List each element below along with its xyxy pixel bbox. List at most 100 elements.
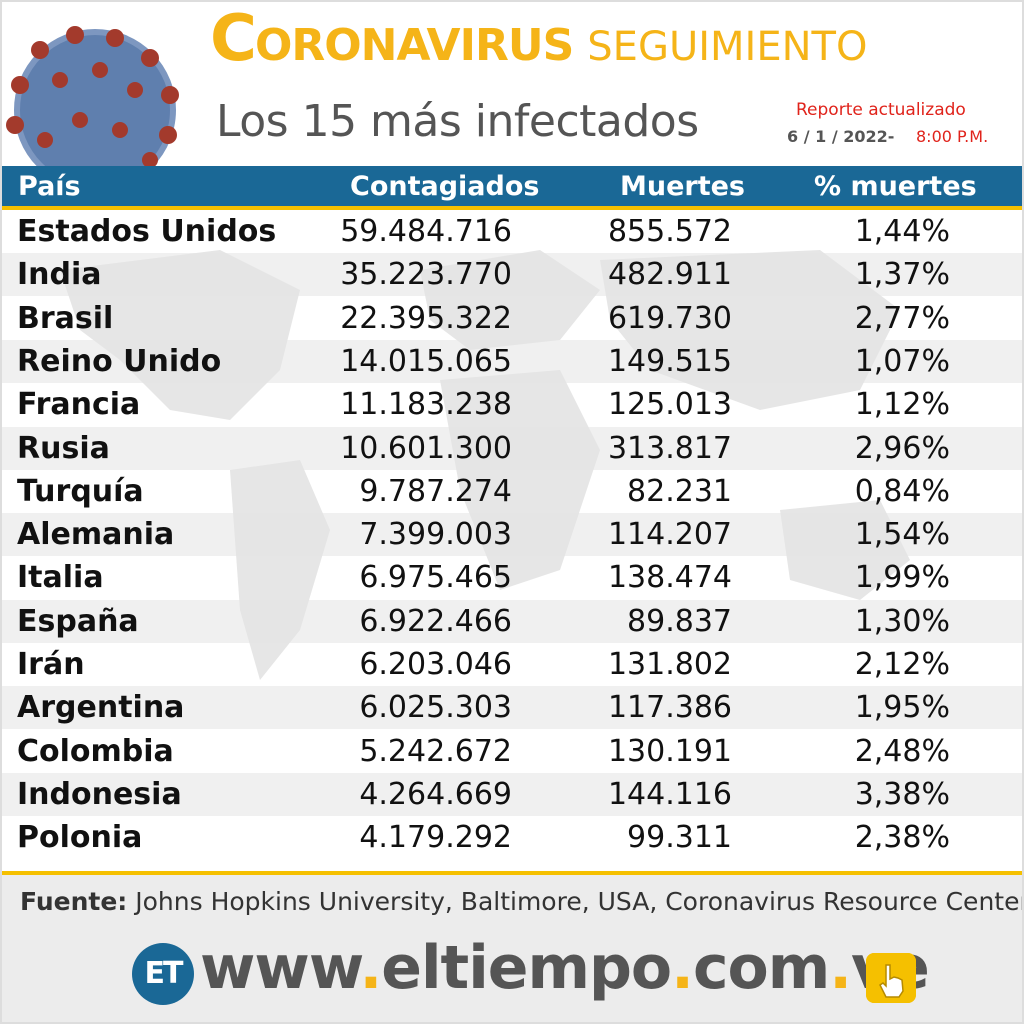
site-domain: eltiempo (381, 933, 672, 1003)
cell-cases: 22.395.322 (340, 300, 512, 336)
table-row: Estados Unidos 59.484.716 855.572 1,44% (0, 210, 1024, 253)
cell-death-rate: 2,38% (854, 820, 950, 856)
report-label: Reporte actualizado (796, 100, 966, 120)
table-row: España 6.922.466 89.837 1,30% (0, 599, 1024, 643)
cell-cases: 35.223.770 (340, 257, 512, 293)
cell-cases: 14.015.065 (340, 343, 512, 379)
eltiempo-logo: ET (132, 943, 194, 1005)
source-label: Fuente: (20, 887, 128, 916)
cell-cases: 10.601.300 (340, 430, 512, 466)
site-dot: . (671, 933, 694, 1003)
table-row: Turquía 9.787.274 82.231 0,84% (0, 470, 1024, 513)
cell-cases: 6.203.046 (359, 647, 512, 682)
cell-deaths: 619.730 (607, 300, 732, 336)
cell-death-rate: 1,54% (854, 517, 950, 553)
cell-death-rate: 2,77% (854, 300, 950, 336)
site-dot: . (829, 933, 852, 1003)
cell-cases: 5.242.672 (359, 733, 512, 769)
cell-deaths: 313.817 (607, 430, 732, 466)
cell-deaths: 855.572 (607, 214, 732, 249)
pointer-hand-icon (866, 953, 916, 1003)
cell-death-rate: 1,37% (854, 257, 950, 293)
cell-country: Estados Unidos (17, 214, 277, 249)
source-note: Fuente: Johns Hopkins University, Baltim… (20, 887, 1024, 916)
cell-deaths: 149.515 (607, 343, 732, 379)
table-row: Brasil 22.395.322 619.730 2,77% (0, 297, 1024, 340)
cell-deaths: 131.802 (607, 647, 732, 682)
cell-deaths: 82.231 (627, 473, 732, 509)
cell-death-rate: 2,96% (854, 430, 950, 466)
cell-cases: 6.025.303 (359, 690, 512, 726)
cell-death-rate: 2,12% (854, 647, 950, 682)
cell-country: Indonesia (17, 776, 182, 812)
table-row: Argentina 6.025.303 117.386 1,95% (0, 686, 1024, 730)
cell-country: Polonia (17, 820, 143, 856)
table-row: Polonia 4.179.292 99.311 2,38% (0, 816, 1024, 859)
coronavirus-icon (6, 26, 179, 170)
table-row: Indonesia 4.264.669 144.116 3,38% (0, 772, 1024, 816)
page-title: CORONAVIRUS SEGUIMIENTO (210, 2, 867, 76)
cell-death-rate: 2,48% (854, 733, 950, 769)
title-rest: ORONAVIRUS (254, 20, 574, 71)
cell-death-rate: 1,30% (854, 603, 950, 639)
column-header-death-rate: % muertes (814, 171, 977, 202)
column-header-deaths: Muertes (620, 171, 746, 202)
cell-country: Francia (17, 387, 141, 423)
table-row: Colombia 5.242.672 130.191 2,48% (0, 730, 1024, 773)
column-header-cases: Contagiados (350, 171, 540, 202)
cell-country: Irán (17, 647, 85, 682)
cell-death-rate: 1,12% (854, 387, 950, 423)
cell-deaths: 114.207 (607, 517, 732, 553)
cell-death-rate: 1,07% (854, 343, 950, 379)
cell-country: Alemania (17, 517, 175, 553)
table-header: País Contagiados Muertes % muertes (0, 166, 1024, 210)
site-www: www (200, 933, 360, 1003)
cell-country: Italia (17, 560, 104, 596)
table-row: Rusia 10.601.300 313.817 2,96% (0, 426, 1024, 470)
cell-country: Rusia (17, 430, 110, 466)
cell-country: Argentina (17, 690, 185, 726)
cell-cases: 11.183.238 (340, 387, 512, 423)
source-text: Johns Hopkins University, Baltimore, USA… (135, 887, 1024, 916)
table-row: Reino Unido 14.015.065 149.515 1,07% (0, 339, 1024, 383)
cell-cases: 4.264.669 (359, 776, 512, 812)
cell-cases: 6.922.466 (359, 603, 512, 639)
divider (0, 871, 1024, 875)
table-row: Alemania 7.399.003 114.207 1,54% (0, 513, 1024, 557)
cell-deaths: 482.911 (607, 257, 732, 293)
table-row: Italia 6.975.465 138.474 1,99% (0, 556, 1024, 599)
cell-death-rate: 0,84% (854, 473, 950, 509)
cell-deaths: 144.116 (607, 776, 732, 812)
table-body: Estados Unidos 59.484.716 855.572 1,44% Indi… (0, 210, 1024, 860)
cell-cases: 6.975.465 (359, 560, 512, 596)
website-link[interactable]: www.eltiempo.com.ve (200, 933, 930, 1003)
cell-deaths: 138.474 (607, 560, 732, 596)
cell-deaths: 130.191 (607, 733, 732, 769)
table-row: Francia 11.183.238 125.013 1,12% (0, 383, 1024, 426)
column-header-country: País (18, 171, 81, 202)
site-dot: . (359, 933, 382, 1003)
cell-death-rate: 1,99% (854, 560, 950, 596)
cell-death-rate: 1,95% (854, 690, 950, 726)
cell-cases: 59.484.716 (340, 214, 512, 249)
table-row: Irán 6.203.046 131.802 2,12% (0, 643, 1024, 686)
cell-deaths: 125.013 (607, 387, 732, 423)
subtitle: Los 15 más infectados (216, 96, 699, 147)
cell-country: España (17, 603, 139, 639)
cell-country: Turquía (17, 473, 144, 509)
footer: Fuente: Johns Hopkins University, Baltim… (0, 875, 1024, 1024)
cell-country: Brasil (17, 300, 114, 336)
title-segment: SEGUIMIENTO (587, 24, 868, 70)
cell-country: India (17, 257, 102, 293)
cell-death-rate: 3,38% (854, 776, 950, 812)
cell-deaths: 89.837 (627, 603, 732, 639)
cell-cases: 9.787.274 (359, 473, 512, 509)
report-date: 6 / 1 / 2022- (787, 127, 895, 146)
table-row: India 35.223.770 482.911 1,37% (0, 253, 1024, 297)
report-time: 8:00 P.M. (916, 127, 989, 146)
title-first-letter: C (210, 2, 257, 76)
cell-cases: 7.399.003 (359, 517, 512, 553)
cell-death-rate: 1,44% (854, 214, 950, 249)
cell-country: Reino Unido (17, 343, 222, 379)
